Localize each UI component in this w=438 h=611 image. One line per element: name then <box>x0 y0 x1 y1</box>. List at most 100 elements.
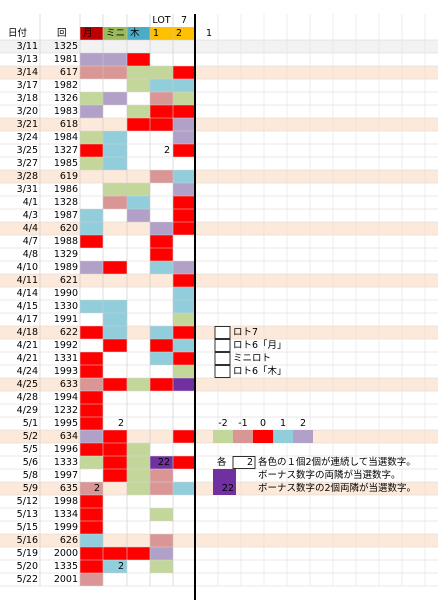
cell <box>80 352 103 365</box>
date: 3/11 <box>17 41 38 52</box>
date: 3/27 <box>17 158 38 169</box>
scale-swatch <box>233 430 253 443</box>
legend-box <box>214 365 231 378</box>
cell <box>103 443 127 456</box>
cell <box>80 144 103 157</box>
cell <box>150 326 173 339</box>
draw-number: 626 <box>60 535 78 546</box>
cell <box>150 92 173 105</box>
date: 4/11 <box>17 275 38 286</box>
cell <box>150 560 173 573</box>
cell <box>103 560 127 573</box>
cell-text: 2 <box>118 561 124 572</box>
date: 4/14 <box>17 288 38 299</box>
cell <box>173 170 195 183</box>
draw-number: 1985 <box>54 158 78 169</box>
cell <box>173 274 195 287</box>
cell <box>103 261 127 274</box>
draw-number: 1326 <box>54 93 78 104</box>
cell <box>173 352 195 365</box>
cell <box>80 157 103 170</box>
draw-number: 1995 <box>54 418 78 429</box>
cell <box>150 66 173 79</box>
cell <box>103 92 127 105</box>
draw-number: 621 <box>60 275 78 286</box>
column-header <box>103 27 127 40</box>
cell-text: 2 <box>118 418 124 429</box>
cell <box>103 339 127 352</box>
date: 5/1 <box>23 418 38 429</box>
cell <box>173 287 195 300</box>
cell <box>80 482 103 495</box>
draw-number: 1335 <box>54 561 78 572</box>
draw-number: 1987 <box>54 210 78 221</box>
cell <box>103 53 127 66</box>
cell <box>80 508 103 521</box>
draw-number: 1986 <box>54 184 78 195</box>
draw-number: 1992 <box>54 340 78 351</box>
cell <box>80 378 103 391</box>
cell <box>173 456 195 469</box>
date: 3/18 <box>17 93 38 104</box>
draw-number: 634 <box>60 431 78 442</box>
cell <box>103 196 127 209</box>
cell <box>80 222 103 235</box>
column-header-label: 月 <box>83 28 93 39</box>
date: 5/22 <box>17 574 38 585</box>
cell <box>80 521 103 534</box>
draw-number: 1990 <box>54 288 78 299</box>
note-swatch <box>213 482 236 495</box>
column-header <box>127 27 150 40</box>
scale-swatch <box>213 430 233 443</box>
row-background <box>0 534 438 547</box>
note-prefix: 各 <box>217 456 227 468</box>
draw-number: 617 <box>60 67 78 78</box>
draw-number: 1998 <box>54 496 78 507</box>
cell <box>127 209 150 222</box>
cell <box>80 404 103 417</box>
cell <box>150 79 173 92</box>
scale-label: 1 <box>280 418 286 429</box>
cell <box>127 105 150 118</box>
cell <box>173 300 195 313</box>
cell <box>173 261 195 274</box>
legend-label: ロト6「月」 <box>233 340 287 351</box>
draw-number: 1997 <box>54 470 78 481</box>
row-background <box>0 118 438 131</box>
row-background <box>0 274 438 287</box>
header-extra: 1 <box>206 28 212 39</box>
cell <box>103 300 127 313</box>
draw-number: 1983 <box>54 106 78 117</box>
date: 4/21 <box>17 340 38 351</box>
cell <box>80 105 103 118</box>
draw-number: 2000 <box>54 548 78 559</box>
date: 4/3 <box>23 210 38 221</box>
scale-swatch <box>273 430 293 443</box>
draw-number: 1327 <box>54 145 78 156</box>
cell <box>80 560 103 573</box>
column-header-top: 7 <box>181 15 187 26</box>
date: 5/19 <box>17 548 38 559</box>
date: 3/20 <box>17 106 38 117</box>
date: 3/17 <box>17 80 38 91</box>
draw-number: 2001 <box>54 574 78 585</box>
cell <box>150 170 173 183</box>
cell <box>150 235 173 248</box>
date: 5/5 <box>23 444 38 455</box>
cell <box>103 131 127 144</box>
cell-text: 2 <box>94 483 100 494</box>
date: 3/21 <box>17 119 38 130</box>
cell <box>80 209 103 222</box>
cell-text: 22 <box>158 457 170 468</box>
draw-number: 1330 <box>54 301 78 312</box>
date: 5/15 <box>17 522 38 533</box>
date: 4/29 <box>17 405 38 416</box>
column-header <box>150 27 173 40</box>
row-background <box>0 222 438 235</box>
cell <box>103 157 127 170</box>
cell <box>103 326 127 339</box>
note-text: ボーナス数字の両隣が当選数字。 <box>258 469 401 481</box>
draw-number: 633 <box>60 379 78 390</box>
scale-label: -1 <box>238 418 247 429</box>
cell <box>173 378 195 391</box>
